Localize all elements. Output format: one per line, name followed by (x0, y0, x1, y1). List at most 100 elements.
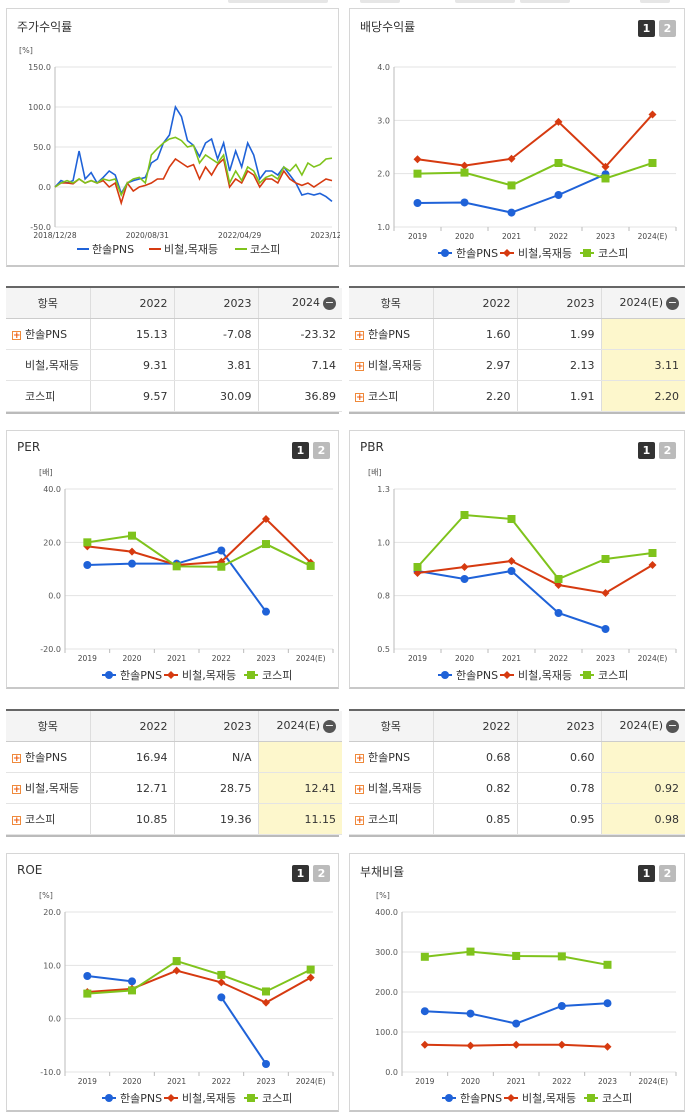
header-label: 2022 (482, 719, 511, 733)
series-line (417, 569, 606, 630)
expand-plus-icon[interactable]: + (355, 784, 364, 795)
toggle-1-button[interactable]: 1 (292, 865, 309, 882)
series-line (417, 113, 654, 169)
collapse-minus-icon[interactable]: − (666, 295, 679, 310)
header-label: 2024(E) (619, 719, 663, 733)
value-cell: 7.14 (258, 349, 342, 381)
data-point (306, 973, 315, 982)
legend-item: 한솔PNS (442, 1092, 502, 1105)
value-cell: 3.81 (174, 349, 259, 381)
value-cell: 2.20 (433, 380, 518, 412)
data-point (554, 575, 563, 583)
y-tick-label: 20.0 (43, 538, 61, 547)
collapse-minus-icon[interactable]: − (666, 718, 679, 733)
row-name: 비철,목재등 (25, 359, 80, 372)
dividend-yield-table: 항목 2022 2023 2024(E) − + 한솔PNS 1.60 1.99 + 비철,목재등 2… (349, 286, 685, 414)
toggle-1-button[interactable]: 1 (638, 865, 655, 882)
legend-marker (105, 1094, 113, 1102)
value-cell: 0.82 (433, 772, 518, 804)
unit-label: [%] (19, 46, 33, 55)
legend-item: 코스피 (244, 1092, 292, 1105)
table-header-year: 2024(E) − (601, 711, 685, 742)
panel-title: 부채비율 (360, 865, 405, 879)
x-tick-label: 2019 (408, 654, 427, 663)
toggle-2-button[interactable]: 2 (659, 865, 676, 882)
x-tick-label: 2024(E) (638, 654, 668, 663)
data-point (83, 989, 92, 998)
y-tick-label: -50.0 (30, 223, 51, 232)
toggle-1-button[interactable]: 1 (638, 20, 655, 37)
data-point (512, 1019, 521, 1028)
expand-plus-icon[interactable]: + (355, 330, 364, 341)
value-cell: 11.15 (258, 803, 342, 835)
expand-plus-icon[interactable]: + (355, 815, 364, 826)
legend-item: 코스피 (235, 243, 280, 256)
x-tick-label: 2024(E) (638, 232, 668, 241)
value-cell: 1.60 (433, 318, 518, 350)
toggle-2-button[interactable]: 2 (659, 20, 676, 37)
expand-plus-icon[interactable]: + (12, 330, 21, 341)
data-point (262, 607, 270, 616)
pbr-table: 항목 2022 2023 2024(E) − + 한솔PNS 0.68 0.60 + 비철,목재등 0… (349, 709, 685, 837)
panel-title: ROE (17, 863, 43, 877)
series-line (416, 513, 653, 581)
collapse-minus-icon[interactable]: − (323, 718, 336, 733)
expand-plus-icon[interactable]: + (12, 753, 21, 764)
value-cell: 1.99 (517, 318, 602, 350)
table-row: + 코스피 2.20 1.91 2.20 (349, 380, 685, 412)
header-label: 2024 (292, 296, 320, 310)
stock-return-panel: 주가수익률 [%] 150.0 100.0 50.0 0.0 -50.0 2018/12/2… (6, 8, 340, 267)
y-tick-label: 2.0 (377, 170, 390, 179)
toggle-2-button[interactable]: 2 (659, 442, 676, 459)
header-label: 항목 (380, 720, 401, 733)
expand-plus-icon[interactable]: + (355, 753, 364, 764)
panel-title: 주가수익률 (17, 20, 73, 34)
table-header-item: 항목 (349, 288, 434, 319)
data-point (128, 986, 136, 995)
legend-label: 한솔PNS (456, 669, 498, 682)
row-name-cell: + 한솔PNS (6, 318, 91, 350)
legend-label: 비철,목재등 (182, 1092, 236, 1105)
x-tick-label: 2020 (122, 1077, 141, 1086)
legend-item: 코스피 (584, 1092, 632, 1105)
toggle-1-button[interactable]: 1 (292, 442, 309, 459)
table-header-year: 2024(E) − (258, 711, 342, 742)
row-name: 코스피 (25, 813, 56, 826)
value-cell: 2.20 (601, 380, 685, 412)
table-row: + 한솔PNS 0.68 0.60 (349, 741, 685, 773)
per-chart: [배] 40.0 20.0 0.0 -20.0 2019 2020 2021 2022 2023 2… (39, 468, 334, 682)
series-line (87, 517, 312, 567)
y-tick-label: 50.0 (33, 143, 51, 152)
series-line (54, 136, 333, 197)
table-row: + 한솔PNS 15.13 -7.08 -23.32 (6, 318, 342, 350)
expand-plus-icon[interactable]: + (355, 361, 364, 372)
table-header-item: 항목 (6, 711, 91, 742)
pbr-chart: [배] 1.3 1.0 0.8 0.5 2019 2020 2021 2022 2023 2024(… (368, 468, 677, 682)
data-point (460, 161, 469, 170)
value-cell: 12.71 (90, 772, 175, 804)
unit-label: [%] (39, 891, 53, 900)
legend-label: 비철,목재등 (164, 243, 218, 256)
value-cell: 16.94 (90, 741, 175, 773)
data-point (460, 198, 469, 207)
expand-plus-icon[interactable]: + (12, 784, 21, 795)
data-point (83, 561, 92, 569)
row-name: 비철,목재등 (368, 782, 423, 795)
toggle-2-button[interactable]: 2 (313, 865, 330, 882)
row-name-cell: 비철,목재등 (6, 349, 91, 381)
data-point (420, 952, 429, 961)
header-label: 2022 (482, 296, 511, 310)
toggle-2-button[interactable]: 2 (313, 442, 330, 459)
data-point (466, 1041, 475, 1050)
expand-plus-icon[interactable]: + (12, 815, 21, 826)
y-tick-label: -10.0 (40, 1068, 61, 1077)
data-point (262, 998, 270, 1007)
debt-ratio-chart: [%] 400.0 300.0 200.0 100.0 0.0 2019 2020 2021 20… (375, 891, 677, 1105)
collapse-minus-icon[interactable]: − (323, 295, 336, 310)
expand-plus-icon[interactable]: + (355, 392, 364, 403)
toggle-1-button[interactable]: 1 (638, 442, 655, 459)
table-row: + 코스피 10.85 19.36 11.15 (6, 803, 342, 835)
row-name-cell: 코스피 (6, 380, 91, 412)
legend-item: 비철,목재등 (149, 243, 218, 256)
